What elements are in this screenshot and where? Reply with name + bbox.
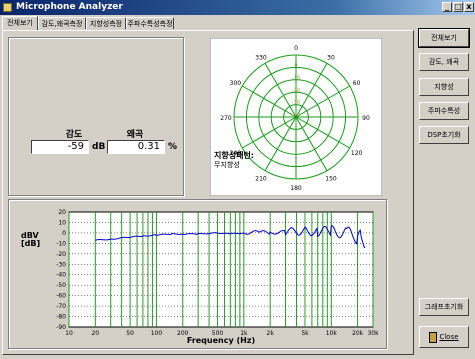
dsp-reset-button[interactable]: DSP초기화 xyxy=(419,126,469,144)
y-tick-label: 0 xyxy=(62,230,66,237)
y-tick-label: -60 xyxy=(56,293,66,300)
pattern-value: 무지향성 xyxy=(214,160,240,169)
polar-ring-label: 0 xyxy=(294,63,297,69)
y-tick-label: -20 xyxy=(56,251,66,258)
polar-spoke xyxy=(264,63,297,118)
close-window-button[interactable]: x xyxy=(464,2,474,12)
polar-ring-label: -30 xyxy=(292,100,300,106)
polar-angle-label: 30 xyxy=(327,54,335,61)
distortion-unit: % xyxy=(168,142,178,152)
distortion-label: 왜곡 xyxy=(126,130,144,140)
polar-plot: 0 30 60 90 120 150 180 210 240 270 300 330 0 -10 -20 -3… xyxy=(210,38,382,196)
sensitivity-value: -59 xyxy=(31,140,89,154)
polar-angle-label: 300 xyxy=(230,80,242,87)
x-tick-label: 30k xyxy=(367,330,379,337)
y-tick-label: -40 xyxy=(56,272,66,279)
pattern-label: 지향성패턴: xyxy=(214,150,254,160)
polar-ring-label: -10 xyxy=(292,75,300,81)
tab-sensitivity-distortion[interactable]: 감도,왜곡측정 xyxy=(38,17,86,29)
polar-angle-label: 240 xyxy=(230,150,242,157)
polar-angle-label: 150 xyxy=(325,176,337,183)
x-tick-label: 50 xyxy=(126,330,134,337)
y-tick-label: 10 xyxy=(58,219,66,226)
x-tick-label: 500 xyxy=(212,330,224,337)
frequency-group xyxy=(8,199,387,349)
distortion-value: 0.31 xyxy=(107,140,165,154)
app-icon xyxy=(3,3,12,12)
door-icon xyxy=(429,331,438,343)
y-tick-label: -90 xyxy=(56,324,66,331)
measurement-group xyxy=(8,37,184,196)
sensitivity-unit: dB xyxy=(92,142,106,152)
response-series-line xyxy=(95,225,366,249)
tab-overview[interactable]: 전체보기 xyxy=(2,16,38,30)
frequency-response-button[interactable]: 주파수특성 xyxy=(419,102,469,120)
polar-angle-label: 330 xyxy=(255,54,267,61)
polar-angle-label: 120 xyxy=(351,150,363,157)
polar-spoke xyxy=(242,85,297,118)
polar-ring-label: -40 xyxy=(292,113,300,119)
polar-spoke xyxy=(264,116,297,171)
y-tick-label: -30 xyxy=(56,261,66,268)
y-axis-label-top: dBV xyxy=(21,231,40,240)
x-tick-label: 100 xyxy=(151,330,163,337)
polar-angle-label: 90 xyxy=(362,115,370,122)
y-tick-label: -10 xyxy=(56,240,66,247)
polar-spoke xyxy=(242,116,297,149)
directivity-button[interactable]: 지향성 xyxy=(419,78,469,96)
polar-angle-label: 210 xyxy=(255,176,267,183)
polar-ring-label: -20 xyxy=(292,88,300,94)
x-tick-label: 2k xyxy=(267,330,275,337)
maximize-button[interactable]: □ xyxy=(453,2,463,12)
polar-spoke xyxy=(295,116,328,171)
x-tick-label: 20 xyxy=(91,330,99,337)
x-tick-label: 200 xyxy=(177,330,189,337)
x-tick-label: 10 xyxy=(65,330,73,337)
polar-spoke xyxy=(295,116,350,149)
x-tick-label: 5k xyxy=(301,330,309,337)
minimize-button[interactable]: _ xyxy=(442,2,452,12)
tab-frequency-response[interactable]: 주파수특성측정 xyxy=(126,17,174,29)
close-button-label: Close xyxy=(439,333,459,341)
overview-panel xyxy=(2,30,414,355)
y-tick-label: 20 xyxy=(58,209,66,216)
x-tick-label: 20k xyxy=(352,330,364,337)
title-bar: Microphone Analyzer xyxy=(0,0,475,15)
polar-spoke xyxy=(295,85,350,118)
x-tick-label: 1k xyxy=(240,330,248,337)
sensitivity-distortion-button[interactable]: 감도, 왜곡 xyxy=(419,53,469,71)
polar-angle-label: 180 xyxy=(290,185,302,192)
y-tick-label: -50 xyxy=(56,282,66,289)
polar-angle-label: 60 xyxy=(353,80,361,87)
tab-directivity[interactable]: 지향성측정 xyxy=(86,17,126,29)
sensitivity-label: 감도 xyxy=(65,130,83,140)
graph-reset-button[interactable]: 그래프초기화 xyxy=(419,298,469,316)
y-tick-label: -70 xyxy=(56,303,66,310)
polar-angle-label: 270 xyxy=(220,115,232,122)
close-button[interactable]: Close xyxy=(419,326,469,348)
window-title: Microphone Analyzer xyxy=(16,2,123,12)
polar-spoke xyxy=(295,63,328,118)
y-axis-label-bottom: [dB] xyxy=(21,239,40,248)
y-tick-label: -80 xyxy=(56,314,66,321)
x-axis-label: Frequency (Hz) xyxy=(187,336,255,345)
polar-angle-label: 0 xyxy=(294,45,298,52)
overview-button[interactable]: 전체보기 xyxy=(418,28,470,48)
x-tick-label: 10k xyxy=(326,330,338,337)
